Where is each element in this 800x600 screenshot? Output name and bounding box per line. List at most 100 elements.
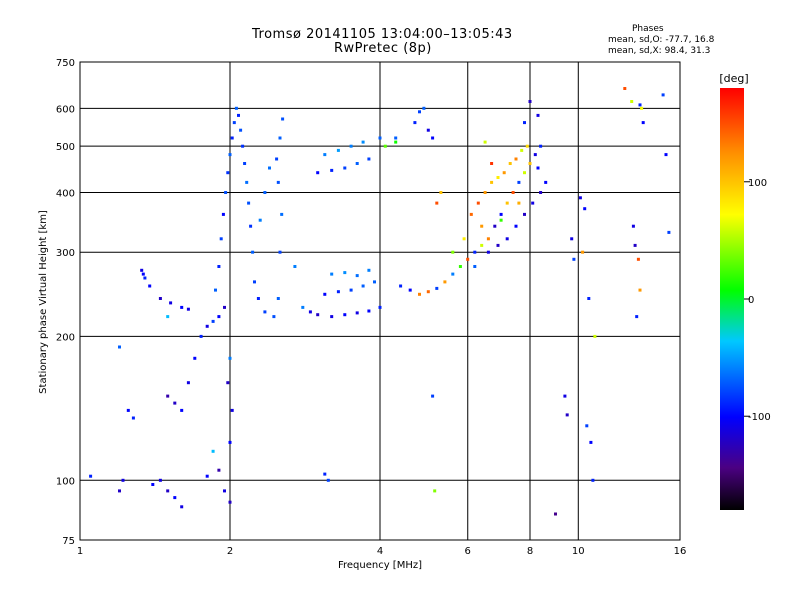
data-point bbox=[433, 489, 437, 493]
data-point bbox=[531, 201, 535, 205]
data-point bbox=[308, 310, 312, 314]
data-point bbox=[253, 280, 256, 284]
x-tick-label: 10 bbox=[572, 546, 585, 557]
data-point bbox=[418, 292, 421, 296]
data-point bbox=[514, 224, 518, 228]
data-point bbox=[661, 93, 665, 97]
data-point bbox=[496, 243, 500, 247]
data-point bbox=[426, 128, 430, 132]
data-point bbox=[293, 265, 297, 268]
data-point bbox=[349, 288, 353, 292]
data-point bbox=[635, 315, 639, 319]
y-tick-label: 200 bbox=[56, 332, 75, 343]
data-point bbox=[243, 162, 247, 165]
data-point bbox=[508, 162, 512, 165]
colorbar-tick-label: 0 bbox=[748, 295, 754, 306]
data-point bbox=[158, 478, 162, 482]
data-point bbox=[361, 284, 365, 288]
data-point bbox=[496, 176, 500, 179]
data-point bbox=[431, 136, 435, 140]
data-point bbox=[237, 113, 240, 117]
data-point bbox=[326, 478, 330, 482]
data-point bbox=[205, 324, 209, 328]
data-point bbox=[355, 274, 359, 278]
data-point bbox=[367, 268, 371, 272]
data-point bbox=[476, 201, 480, 205]
data-point bbox=[394, 136, 398, 140]
plot-frame bbox=[79, 61, 681, 541]
data-point bbox=[523, 121, 526, 125]
data-point bbox=[638, 288, 642, 292]
data-point bbox=[263, 191, 267, 194]
data-point bbox=[219, 237, 223, 241]
data-point bbox=[281, 117, 285, 121]
data-point bbox=[373, 280, 376, 284]
data-point bbox=[486, 237, 490, 241]
data-point bbox=[228, 153, 232, 157]
data-point bbox=[499, 212, 503, 216]
colorbar-gradient bbox=[720, 88, 744, 510]
chart-title-line1: Tromsø 20141105 13:04:00–13:05:43 bbox=[252, 27, 513, 42]
y-tick-label: 750 bbox=[56, 58, 75, 69]
data-point bbox=[565, 413, 569, 417]
data-point bbox=[570, 237, 574, 241]
data-point bbox=[378, 136, 382, 140]
data-point bbox=[234, 106, 238, 110]
data-point bbox=[517, 201, 521, 205]
data-point bbox=[505, 201, 509, 205]
data-point bbox=[361, 140, 365, 144]
data-point bbox=[633, 243, 637, 247]
data-point bbox=[486, 250, 490, 254]
data-point bbox=[256, 297, 260, 300]
data-point bbox=[554, 512, 557, 516]
data-point bbox=[439, 191, 443, 194]
data-point bbox=[276, 180, 280, 184]
data-point bbox=[462, 237, 466, 241]
data-point bbox=[118, 489, 121, 493]
data-point bbox=[228, 440, 232, 444]
data-point bbox=[473, 250, 477, 254]
gridlines bbox=[80, 62, 680, 540]
data-point bbox=[148, 284, 152, 288]
data-point bbox=[217, 265, 221, 268]
data-point bbox=[316, 171, 320, 175]
data-point bbox=[180, 505, 184, 509]
colorbar-unit-label: [deg] bbox=[719, 72, 748, 85]
data-point bbox=[589, 440, 593, 444]
data-point bbox=[166, 489, 170, 493]
data-point bbox=[349, 144, 353, 148]
data-point bbox=[539, 191, 543, 194]
chart-title-line2: RwPretec (8p) bbox=[334, 41, 432, 56]
data-point bbox=[473, 265, 477, 268]
data-point bbox=[211, 449, 215, 453]
data-point bbox=[199, 334, 203, 338]
data-point bbox=[641, 121, 645, 125]
data-point bbox=[323, 292, 327, 296]
data-point bbox=[505, 237, 509, 241]
data-point bbox=[343, 271, 347, 275]
data-point bbox=[140, 268, 144, 272]
data-point bbox=[131, 416, 135, 420]
data-point bbox=[544, 180, 548, 184]
data-point bbox=[228, 356, 232, 360]
data-point bbox=[490, 180, 494, 184]
data-point bbox=[173, 401, 177, 405]
data-point bbox=[223, 305, 226, 309]
y-tick-label: 500 bbox=[56, 142, 75, 153]
data-point bbox=[367, 157, 371, 161]
colorbar-tick-label: 100 bbox=[748, 178, 767, 189]
data-point bbox=[511, 191, 515, 194]
data-point bbox=[276, 297, 280, 300]
data-point bbox=[520, 148, 524, 152]
data-point bbox=[514, 157, 518, 161]
data-point bbox=[528, 162, 532, 165]
data-point bbox=[226, 171, 230, 175]
data-point bbox=[418, 110, 421, 114]
data-point bbox=[539, 144, 543, 148]
data-point bbox=[480, 243, 484, 247]
data-point bbox=[355, 311, 359, 315]
data-point bbox=[585, 424, 589, 428]
data-point bbox=[593, 334, 597, 338]
data-point bbox=[180, 305, 184, 309]
